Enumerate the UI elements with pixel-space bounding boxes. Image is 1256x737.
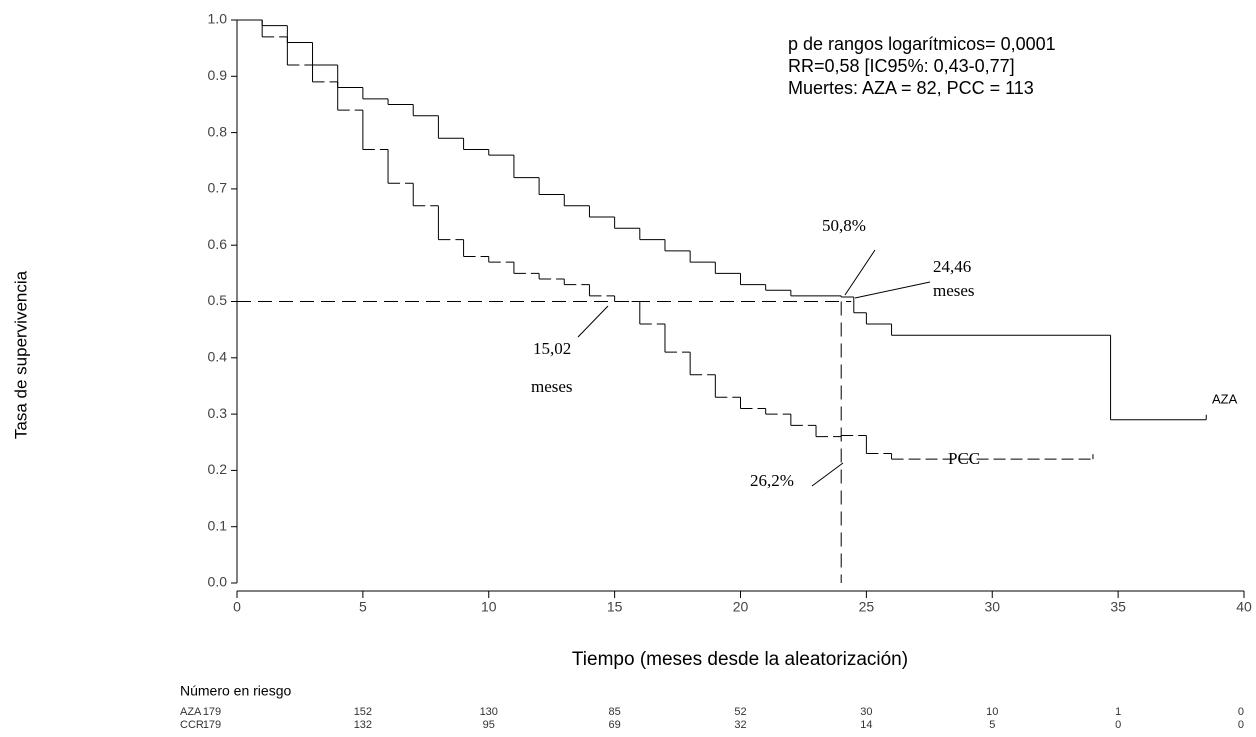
risk-title: Número en riesgo xyxy=(180,683,291,699)
y-tick-label: 0.2 xyxy=(208,461,228,477)
risk-value: 14 xyxy=(860,719,872,731)
x-tick-label: 10 xyxy=(481,599,497,615)
x-tick-label: 20 xyxy=(733,599,749,615)
y-tick-label: 0.1 xyxy=(208,517,228,533)
risk-value: 30 xyxy=(860,706,872,718)
risk-row-label: AZA xyxy=(180,706,202,718)
x-tick-label: 25 xyxy=(859,599,875,615)
y-tick-label: 0.9 xyxy=(208,67,228,83)
risk-value: 85 xyxy=(609,706,621,718)
risk-value: 95 xyxy=(483,719,495,731)
x-tick-label: 40 xyxy=(1236,599,1252,615)
y-axis-title: Tasa de supervivencia xyxy=(11,270,30,439)
annotation: meses xyxy=(933,281,975,300)
stat-text: Muertes: AZA = 82, PCC = 113 xyxy=(788,78,1034,98)
x-axis-title: Tiempo (meses desde la aleatorización) xyxy=(572,649,908,670)
risk-value: 69 xyxy=(609,719,621,731)
risk-value: 179 xyxy=(203,706,221,718)
leader-lines xyxy=(577,249,931,487)
risk-value: 0 xyxy=(1238,719,1244,731)
risk-value: 130 xyxy=(480,706,498,718)
leader-line xyxy=(844,249,876,296)
y-tick-label: 0.5 xyxy=(208,292,228,308)
risk-value: 10 xyxy=(986,706,998,718)
leader-line xyxy=(811,462,844,487)
y-tick-label: 0.6 xyxy=(208,236,228,252)
risk-value: 0 xyxy=(1115,719,1121,731)
risk-value: 179 xyxy=(203,719,221,731)
risk-value: 0 xyxy=(1238,706,1244,718)
y-tick-label: 0.7 xyxy=(208,180,228,196)
series-label: AZA xyxy=(1212,391,1238,406)
leader-line xyxy=(854,281,931,299)
risk-value: 52 xyxy=(734,706,746,718)
leader-line xyxy=(577,305,609,338)
y-tick-label: 0.0 xyxy=(208,574,228,590)
risk-row-label: CCR xyxy=(180,719,204,731)
risk-value: 152 xyxy=(354,706,372,718)
stat-text: RR=0,58 [IC95%: 0,43-0,77] xyxy=(788,56,1015,76)
x-tick-label: 30 xyxy=(984,599,1000,615)
x-tick-label: 15 xyxy=(607,599,623,615)
risk-value: 5 xyxy=(989,719,995,731)
x-tick-label: 5 xyxy=(359,599,367,615)
annotation: 15,02 xyxy=(533,339,571,358)
y-tick-label: 0.8 xyxy=(208,123,228,139)
annotation: 24,46 xyxy=(933,257,971,276)
y-tick-label: 0.4 xyxy=(208,349,228,365)
y-tick-label: 0.3 xyxy=(208,405,228,421)
stat-text: p de rangos logarítmicos= 0,0001 xyxy=(788,34,1056,54)
x-tick-label: 0 xyxy=(233,599,241,615)
annotation: 50,8% xyxy=(822,216,866,235)
series-label: PCC xyxy=(948,449,980,468)
annotation: meses xyxy=(531,377,573,396)
risk-value: 1 xyxy=(1115,706,1121,718)
x-tick-label: 35 xyxy=(1110,599,1126,615)
risk-value: 132 xyxy=(354,719,372,731)
risk-value: 32 xyxy=(734,719,746,731)
y-tick-label: 1.0 xyxy=(208,11,228,27)
annotation: 26,2% xyxy=(750,471,794,490)
